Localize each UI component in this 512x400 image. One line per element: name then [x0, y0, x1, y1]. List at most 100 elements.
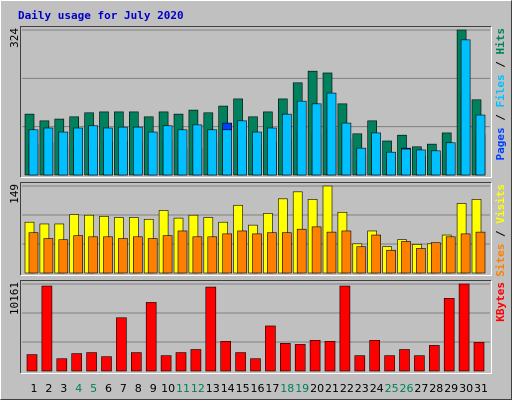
bar	[118, 126, 128, 176]
bar	[296, 228, 307, 274]
bar	[43, 238, 54, 274]
bar	[205, 286, 217, 372]
bar	[445, 142, 456, 176]
bar	[28, 232, 39, 274]
x-tick-label: 26	[400, 382, 414, 395]
x-tick-label: 23	[355, 382, 369, 395]
bar	[473, 342, 485, 372]
bar	[177, 230, 188, 274]
x-tick-label: 12	[191, 382, 205, 395]
panel	[20, 280, 492, 374]
bar	[237, 120, 247, 176]
x-tick-label: 3	[60, 382, 67, 395]
x-tick-label: 18	[280, 382, 294, 395]
bar	[237, 230, 247, 274]
bar	[414, 355, 425, 372]
x-tick-label: 21	[325, 382, 339, 395]
bar	[250, 358, 261, 372]
bar	[147, 238, 158, 274]
bar	[147, 131, 158, 176]
x-tick-label: 2	[45, 382, 52, 395]
bar	[296, 100, 307, 176]
panel-bevel	[20, 280, 492, 374]
x-tick-label: 8	[135, 382, 142, 395]
x-tick-label: 19	[295, 382, 309, 395]
bar	[339, 285, 351, 372]
bar	[371, 234, 382, 274]
x-tick-label: 24	[370, 382, 384, 395]
bar	[177, 129, 188, 176]
bar	[73, 127, 83, 176]
panel-bevel	[20, 26, 492, 178]
bar	[86, 352, 97, 372]
x-tick-label: 14	[221, 382, 235, 395]
panel-bevel	[20, 182, 492, 276]
bar	[430, 242, 441, 274]
bar	[475, 231, 486, 274]
bar	[324, 341, 336, 372]
bar	[235, 352, 246, 372]
x-tick-label: 22	[340, 382, 354, 395]
panel-bevel	[20, 26, 492, 178]
bar	[133, 236, 143, 274]
bar	[445, 236, 456, 274]
legend-entry: Hits	[494, 28, 507, 55]
bar	[416, 149, 426, 176]
bar	[175, 352, 187, 372]
bar	[401, 241, 411, 274]
bar	[133, 126, 143, 176]
x-tick-label: 16	[251, 382, 265, 395]
bar	[386, 249, 396, 274]
x-tick-label: 27	[414, 382, 428, 395]
legend-separator	[494, 237, 507, 244]
bar	[162, 125, 173, 176]
legend-separator	[494, 224, 507, 231]
bar	[145, 302, 157, 372]
bar	[354, 355, 366, 372]
legend-separator	[494, 68, 507, 75]
legend-separator: /	[494, 230, 507, 237]
bar	[326, 92, 337, 176]
bar	[311, 226, 322, 274]
bar	[252, 233, 262, 274]
legend-separator	[494, 108, 507, 115]
bar	[369, 339, 381, 372]
bar	[192, 236, 203, 274]
x-tick-label: 29	[444, 382, 458, 395]
x-tick-label: 25	[385, 382, 399, 395]
x-tick-label: 6	[105, 382, 112, 395]
legend-entry: Sites	[494, 244, 507, 277]
bar	[103, 127, 113, 176]
x-tick-label: 4	[75, 382, 82, 395]
x-tick-label: 13	[206, 382, 220, 395]
x-tick-label: 1	[31, 382, 38, 395]
bar	[116, 317, 127, 372]
bar	[160, 355, 172, 372]
x-tick-label: 20	[310, 382, 324, 395]
bar	[356, 246, 367, 274]
legend-entry: Files	[494, 74, 507, 107]
legend-entry: Visits	[494, 184, 507, 224]
bar	[101, 356, 112, 372]
legend: Pages / Files / Hits	[494, 28, 507, 161]
bar	[162, 235, 173, 274]
bar	[326, 231, 337, 274]
bar	[386, 151, 396, 176]
x-tick-label: 9	[150, 382, 157, 395]
bar	[294, 344, 306, 372]
bar	[281, 113, 292, 176]
x-tick-label: 31	[474, 382, 488, 395]
bar	[341, 230, 352, 274]
legend-separator: /	[494, 114, 507, 121]
bar	[118, 238, 128, 274]
bar	[220, 341, 231, 372]
bar	[281, 232, 292, 274]
chart-title: Daily usage for July 2020	[18, 9, 184, 22]
bar	[131, 352, 142, 372]
x-tick-label: 10	[161, 382, 175, 395]
legend: Sites / Visits	[494, 184, 507, 277]
legend-entry: Pages	[494, 127, 507, 160]
bar	[267, 232, 277, 274]
bar	[73, 235, 83, 274]
